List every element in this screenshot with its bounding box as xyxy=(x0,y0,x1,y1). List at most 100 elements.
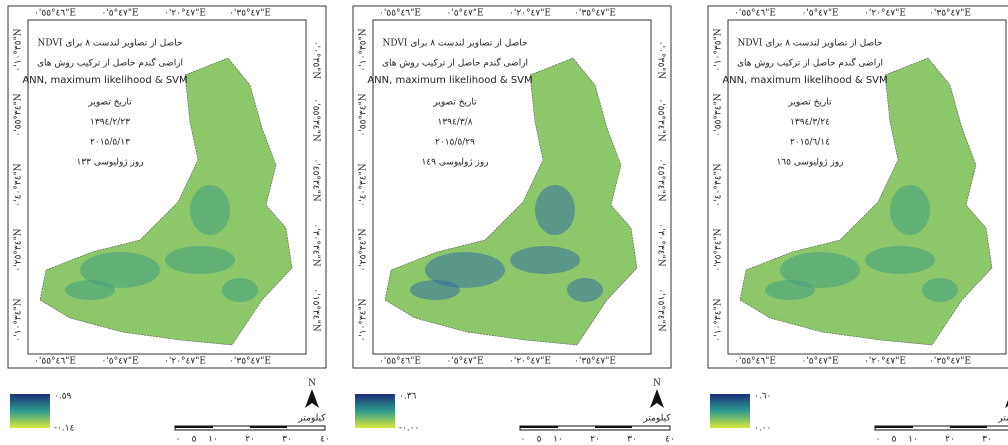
scale-tick: ٣٠ xyxy=(982,435,992,445)
map-panel: ٤٦°٥٥'٠"E ٤٧°٥'٠"E ٤٧°٢٠'٠"E ٤٧°٣٥'٠"E ٤٦°٥٥… xyxy=(352,5,675,445)
julian-day: روز ژولیوسی ١٣٣ xyxy=(76,158,143,168)
ndvi-patch xyxy=(410,280,460,300)
right-coordinate: ٣٤°١٥'٠"N xyxy=(656,288,666,331)
top-coordinate: ٤٦°٥٥'٠"E xyxy=(379,9,421,19)
left-coordinate: ٣٥°١٠'٠"N xyxy=(14,28,24,71)
top-coordinate: ٤٧°٣٥'٠"E xyxy=(229,9,271,19)
left-coordinate: ٣٤°٤٠'٠"N xyxy=(714,163,724,206)
top-coordinate: ٤٧°٢٠'٠"E xyxy=(509,9,551,19)
left-coordinate: ٣٥°١٠'٠"N xyxy=(714,28,724,71)
title-line: اراضی گندم حاصل از ترکیب روش های xyxy=(382,57,528,69)
right-coordinate: ٣٤°١٥'٠"N xyxy=(311,288,321,331)
left-coordinate: ٣٤°٢٥'٠"N xyxy=(714,228,724,271)
date-heading: تاریخ تصویر xyxy=(87,98,132,108)
top-coordinate: ٤٧°٥'٠"E xyxy=(446,9,483,19)
left-coordinate: ٣٤°٥٥'٠"N xyxy=(14,93,24,136)
title-line: اراضی گندم حاصل از ترکیب روش های xyxy=(37,57,183,69)
ndvi-patch xyxy=(65,280,115,300)
legend-min: -٠.٠٠ xyxy=(399,424,419,434)
gregorian-date: ٢٠١٥/٥/١٣ xyxy=(90,138,130,148)
title-line: NDVI حاصل از تصاویر لندست ٨ برای xyxy=(37,39,182,49)
legend-min: -٠.١٤ xyxy=(54,424,75,434)
scale-bar-fill xyxy=(250,426,287,428)
map-panel: ٤٦°٥٥'٠"E ٤٧°٥'٠"E ٤٧°٢٠'٠"E ٤٧°٣٥'٠"E ٤٦°٥٥… xyxy=(707,5,1008,445)
persian-date: ١٣٩٤/٣/٨ xyxy=(437,118,472,128)
scale-tick: ٢٠ xyxy=(245,435,255,445)
top-coordinate: ٤٦°٥٥'٠"E xyxy=(34,9,76,19)
left-coordinate: ٣٤°٥٥'٠"N xyxy=(714,93,724,136)
ndvi-patch xyxy=(765,280,815,300)
bottom-coordinate: ٤٦°٥٥'٠"E xyxy=(379,357,421,367)
map-neatline xyxy=(27,19,307,355)
title-line: NDVI حاصل از تصاویر لندست ٨ برای xyxy=(737,39,882,49)
bottom-coordinate: ٤٧°٥'٠"E xyxy=(101,357,138,367)
right-coordinate: ٣٥°٠'٠"N xyxy=(656,41,666,79)
scale-tick: ٠ xyxy=(176,435,181,445)
right-coordinate: ٣٤°٣٠'٠"N xyxy=(311,223,321,266)
bottom-coordinate: ٤٦°٥٥'٠"E xyxy=(734,357,776,367)
scale-tick: ٢٠ xyxy=(945,435,955,445)
left-coordinate: ٣٤°٤٠'٠"N xyxy=(14,163,24,206)
north-arrow xyxy=(1005,399,1008,408)
legend-ramp xyxy=(710,394,750,428)
julian-day: روز ژولیوسی ١٤٩ xyxy=(421,158,488,168)
right-coordinate: ٣٥°٠'٠"N xyxy=(311,41,321,79)
scale-bar-fill xyxy=(175,426,213,428)
ndvi-patch xyxy=(780,252,860,288)
scale-bar-fill xyxy=(950,426,987,428)
scale-unit: کیلومتر xyxy=(642,414,671,424)
scale-tick: ٥ xyxy=(892,435,897,445)
map-neatline xyxy=(727,19,1007,355)
top-coordinate: ٤٧°٣٥'٠"E xyxy=(574,9,616,19)
scale-tick: ١٠ xyxy=(908,435,918,445)
legend-max: ٠.٦٠ xyxy=(754,392,771,402)
left-coordinate: ٣٥°١٠'٠"N xyxy=(359,28,369,71)
top-coordinate: ٤٧°٢٠'٠"E xyxy=(864,9,906,19)
scale-tick: ٣٠ xyxy=(627,435,637,445)
julian-day: روز ژولیوسی ١٦٥ xyxy=(776,158,843,168)
top-coordinate: ٤٧°٥'٠"E xyxy=(801,9,838,19)
scale-unit: کیلومتر xyxy=(297,414,326,424)
left-coordinate: ٣٤°٤٠'٠"N xyxy=(359,163,369,206)
top-coordinate: ٤٦°٥٥'٠"E xyxy=(734,9,776,19)
title-line: ANN, maximum likelihood & SVM xyxy=(722,75,887,86)
left-coordinate: ٣٤°١٠'٠"N xyxy=(14,298,24,341)
north-arrow xyxy=(305,389,319,408)
ndvi-patch xyxy=(510,246,580,274)
persian-date: ١٣٩٤/٢/٢٣ xyxy=(90,118,130,128)
right-coordinate: ٣٤°٥٥'٠"N xyxy=(311,98,321,141)
bottom-coordinate: ٤٧°٥'٠"E xyxy=(446,357,483,367)
title-line: ANN, maximum likelihood & SVM xyxy=(22,75,187,86)
scale-tick: ٠ xyxy=(521,435,526,445)
bottom-coordinate: ٤٦°٥٥'٠"E xyxy=(34,357,76,367)
scale-tick: ٥ xyxy=(537,435,542,445)
north-label: N xyxy=(653,379,661,389)
map-neatline xyxy=(372,19,652,355)
scale-tick: ١٠ xyxy=(208,435,218,445)
legend-max: ٠.٣٦ xyxy=(399,392,417,402)
scale-tick: ١٠ xyxy=(553,435,563,445)
right-coordinate: ٣٤°٥٥'٠"N xyxy=(656,98,666,141)
north-arrow xyxy=(650,389,664,408)
scale-tick: ٢٠ xyxy=(590,435,600,445)
ndvi-patch xyxy=(190,185,230,235)
map-panel: ٤٦°٥٥'٠"E ٤٧°٥'٠"E ٤٧°٢٠'٠"E ٤٧°٣٥'٠"E ٤٦°٥٥… xyxy=(7,5,330,445)
ndvi-patch xyxy=(222,278,258,302)
scale-unit: کیلومتر xyxy=(997,414,1008,424)
bottom-coordinate: ٤٧°٣٥'٠"E xyxy=(929,357,971,367)
date-heading: تاریخ تصویر xyxy=(787,98,832,108)
ndvi-patch xyxy=(535,185,575,235)
scale-tick: ٠ xyxy=(876,435,881,445)
bottom-coordinate: ٤٧°٢٠'٠"E xyxy=(164,357,206,367)
date-heading: تاریخ تصویر xyxy=(432,98,477,108)
left-coordinate: ٣٤°٥٥'٠"N xyxy=(359,93,369,136)
scale-tick: ٥ xyxy=(192,435,197,445)
right-coordinate: ٣٤°٣٠'٠"N xyxy=(656,223,666,266)
legend-max: ٠.٥٩ xyxy=(54,392,72,402)
ndvi-patch xyxy=(425,252,505,288)
bottom-coordinate: ٤٧°٢٠'٠"E xyxy=(864,357,906,367)
bottom-coordinate: ٤٧°٣٥'٠"E xyxy=(229,357,271,367)
right-coordinate: ٣٤°٤٥'٠"N xyxy=(311,158,321,201)
scale-bar-fill xyxy=(595,426,632,428)
